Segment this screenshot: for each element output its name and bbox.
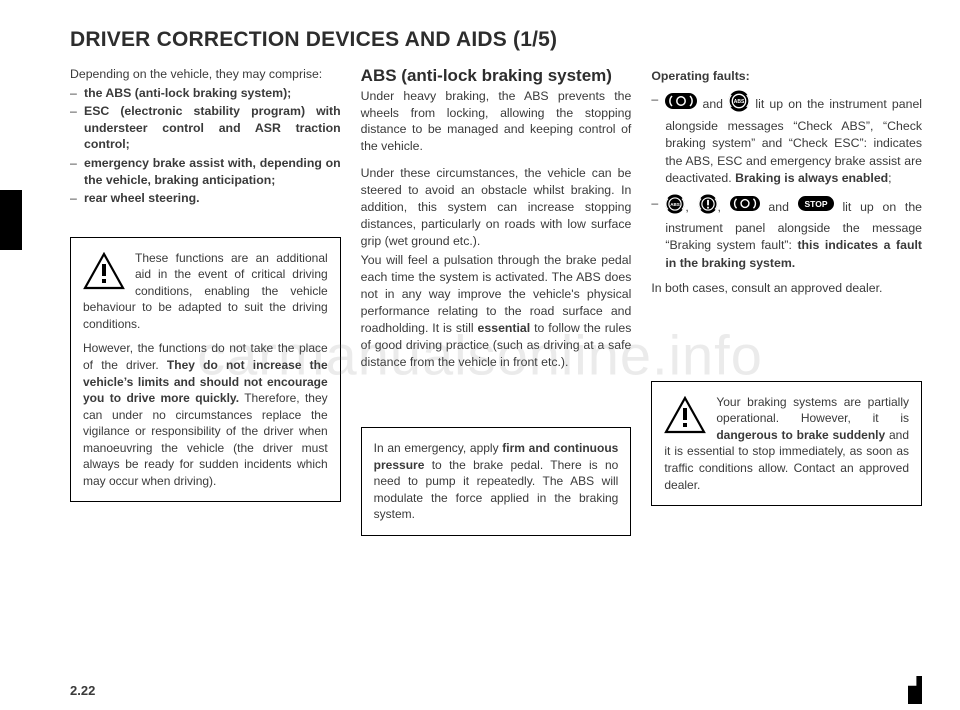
page-number: 2.22: [70, 683, 95, 698]
list-item: the ABS (anti-lock braking system);: [70, 85, 341, 102]
box1-p2c: Therefore, they can under no circumstanc…: [83, 391, 328, 488]
svg-text:ABS: ABS: [671, 202, 681, 207]
abs-heading: ABS (anti-lock braking system): [361, 66, 632, 86]
col1-feature-list: the ABS (anti-lock braking system); ESC …: [70, 85, 341, 207]
title-main: DRIVER CORRECTION DEVICES AND AIDS: [70, 28, 513, 51]
content-columns: Depending on the vehicle, they may compr…: [70, 66, 922, 536]
emergency-brake-box: In an emergency, apply firm and continuo…: [361, 427, 632, 536]
abs-p1: Under heavy braking, the ABS prevents th…: [361, 88, 632, 156]
list-item: rear wheel steering.: [70, 190, 341, 207]
list-item: ESC (electronic stability program) with …: [70, 103, 341, 153]
stop-icon: STOP: [798, 196, 834, 216]
col1-lead: Depending on the vehicle, they may compr…: [70, 66, 341, 83]
title-suffix: (1/5): [513, 28, 557, 51]
faults-list: and ABS lit up on the instrument panel a…: [651, 91, 922, 272]
column-1: Depending on the vehicle, they may compr…: [70, 66, 341, 536]
abs-p2: Under these circumstances, the vehicle c…: [361, 165, 632, 250]
abs-icon: ABS: [728, 90, 750, 117]
column-3: Operating faults: and ABS lit up on the …: [651, 66, 922, 536]
svg-text:STOP: STOP: [804, 199, 827, 209]
warning-triangle-icon: [664, 396, 706, 434]
fault-item-1: and ABS lit up on the instrument panel a…: [651, 91, 922, 187]
brake-warning-icon: [730, 196, 760, 216]
faults-heading: Operating faults:: [651, 68, 922, 85]
brake-fault-icon: [698, 194, 718, 219]
section-tab: [0, 190, 22, 250]
abs-p3: You will feel a pulsation through the br…: [361, 252, 632, 371]
abs-icon: ABS: [665, 194, 685, 219]
list-item: emergency brake assist with, depending o…: [70, 155, 341, 188]
binding-mark-icon: [908, 676, 922, 704]
faults-closing: In both cases, consult an approved deale…: [651, 280, 922, 297]
brake-warning-icon: [665, 93, 697, 114]
manual-page: DRIVER CORRECTION DEVICES AND AIDS (1/5)…: [0, 0, 960, 710]
warning-box-functions: These functions are an additional aid in…: [70, 237, 341, 503]
page-title: DRIVER CORRECTION DEVICES AND AIDS (1/5): [70, 28, 922, 52]
warning-triangle-icon: [83, 252, 125, 290]
fault-item-2: ABS , , and STOP lit up on the instrumen…: [651, 195, 922, 272]
warning-box-braking: Your braking systems are partially opera…: [651, 381, 922, 506]
column-2: ABS (anti-lock braking system) Under hea…: [361, 66, 632, 536]
svg-text:ABS: ABS: [734, 99, 745, 105]
